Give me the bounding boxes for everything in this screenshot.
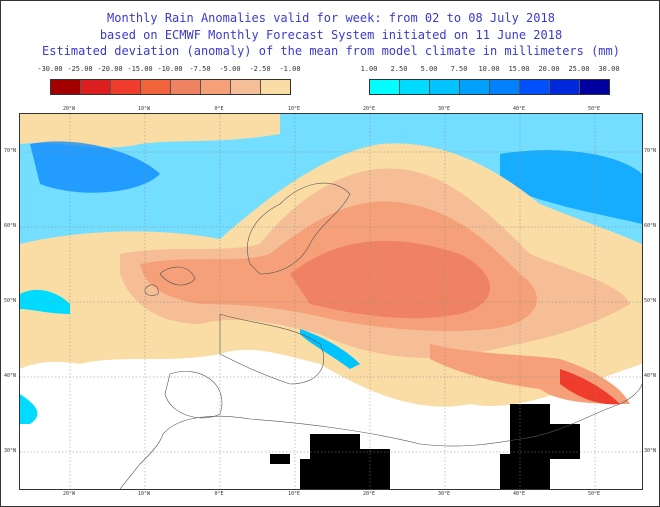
legend-swatch [111, 80, 141, 94]
legend-swatch [370, 80, 400, 94]
rain-anomaly-map [19, 113, 643, 490]
latitude-label: 30°N [4, 448, 17, 454]
legend-label: 7.50 [450, 65, 468, 73]
legend-swatch [400, 80, 430, 94]
longitude-label: 50°E [587, 491, 601, 497]
legend-positive-colorbar [369, 79, 610, 95]
latitude-label: 50°N [644, 298, 657, 304]
legend-swatch [430, 80, 460, 94]
longitude-label: 20°W [62, 106, 76, 112]
legend-swatch [231, 80, 261, 94]
legend-label: -10.00 [157, 65, 183, 73]
legend-swatch [580, 80, 609, 94]
longitude-label: 10°E [287, 491, 301, 497]
legend-label: 30.00 [598, 65, 620, 73]
longitude-label: 20°E [362, 106, 376, 112]
longitude-label: 30°E [437, 491, 451, 497]
latitude-label: 30°N [644, 448, 657, 454]
legend-label: -2.50 [249, 65, 271, 73]
legend-swatch [520, 80, 550, 94]
legend-label: -1.00 [279, 65, 301, 73]
legend-swatch [490, 80, 520, 94]
legend-negative-colorbar [50, 79, 291, 95]
latitude-label: 50°N [4, 298, 17, 304]
legend-swatch [550, 80, 580, 94]
legend-swatch [81, 80, 111, 94]
longitude-label: 0°E [214, 491, 224, 497]
longitude-label: 40°E [512, 106, 526, 112]
longitude-label: 20°W [62, 491, 76, 497]
legend-label: 1.00 [360, 65, 378, 73]
title-line-2: based on ECMWF Monthly Forecast System i… [99, 28, 563, 42]
legend-label: 10.00 [478, 65, 500, 73]
anomaly-fields [20, 114, 642, 489]
latitude-label: 40°N [4, 373, 17, 379]
legend-label: 25.00 [568, 65, 590, 73]
latitude-label: 60°N [644, 223, 657, 229]
legend-label: -25.00 [67, 65, 93, 73]
legend-swatch [171, 80, 201, 94]
legend-label: 5.00 [420, 65, 438, 73]
longitude-label: 20°E [362, 491, 376, 497]
longitude-label: 30°E [437, 106, 451, 112]
legend-label: -15.00 [127, 65, 153, 73]
latitude-label: 70°N [4, 148, 17, 154]
title-line-1: Monthly Rain Anomalies valid for week: f… [107, 11, 555, 25]
graticule [20, 114, 642, 489]
legend-swatch [141, 80, 171, 94]
legend-label: 15.00 [508, 65, 530, 73]
coastlines [119, 182, 642, 489]
legend-label: -5.00 [219, 65, 241, 73]
longitude-label: 10°W [137, 106, 151, 112]
legend-label: -30.00 [37, 65, 63, 73]
legend-swatch [460, 80, 490, 94]
latitude-label: 70°N [644, 148, 657, 154]
latitude-label: 60°N [4, 223, 17, 229]
legend-swatch [51, 80, 81, 94]
longitude-label: 0°E [214, 106, 224, 112]
title-line-3: Estimated deviation (anomaly) of the mea… [42, 44, 620, 58]
longitude-label: 50°E [587, 106, 601, 112]
legend-label: -7.50 [189, 65, 211, 73]
legend-label: -20.00 [97, 65, 123, 73]
longitude-label: 40°E [512, 491, 526, 497]
legend-swatch [261, 80, 290, 94]
legend-label: 20.00 [538, 65, 560, 73]
latitude-label: 40°N [644, 373, 657, 379]
legend-label: 2.50 [390, 65, 408, 73]
longitude-label: 10°W [137, 491, 151, 497]
longitude-label: 10°E [287, 106, 301, 112]
legend-swatch [201, 80, 231, 94]
